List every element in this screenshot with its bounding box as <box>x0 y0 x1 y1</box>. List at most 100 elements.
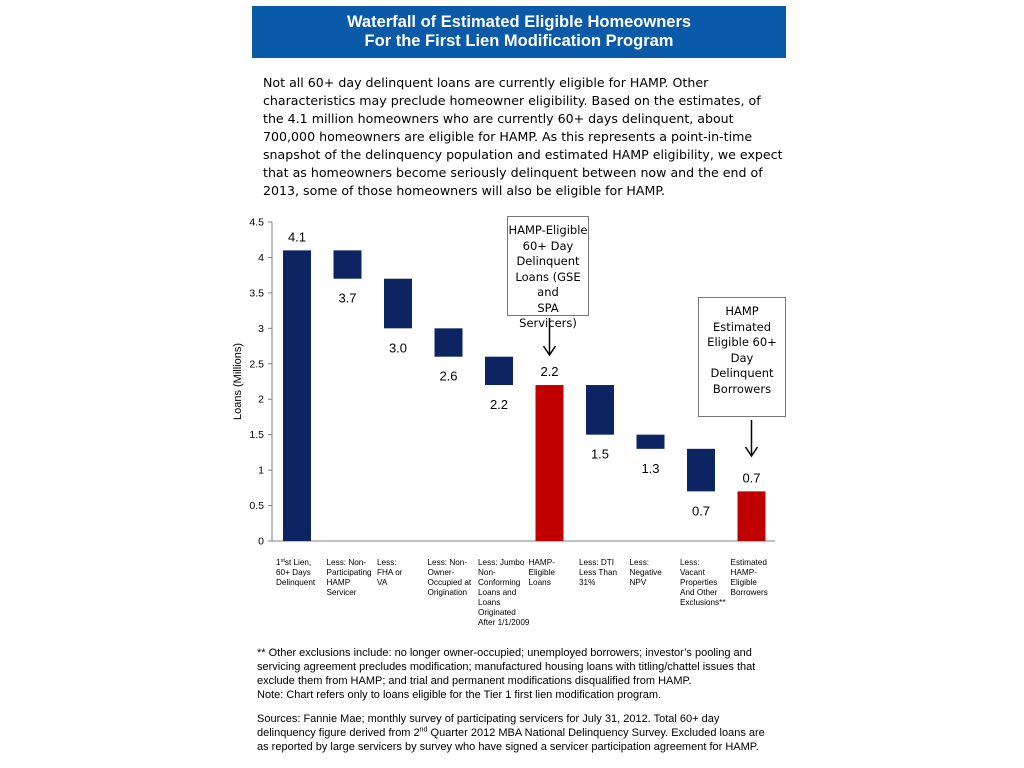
arrow-head <box>744 446 759 458</box>
category-label: Occupied at <box>428 578 472 587</box>
bar <box>535 385 564 541</box>
y-axis-title: Loans (Millions) <box>232 343 244 420</box>
callout-text: Estimated <box>712 319 772 334</box>
category-label: Less: Jumbo <box>478 558 525 567</box>
category-label: HAMP- <box>731 568 758 577</box>
y-tick-label: 4.5 <box>249 217 264 229</box>
category-label: 1stst Lien, <box>276 558 311 567</box>
category-label: Originated <box>478 608 516 617</box>
category-label: NPV <box>630 578 647 587</box>
y-tick-label: 0.5 <box>249 500 264 512</box>
category-label: Less: DTI <box>579 558 614 567</box>
data-label: 2.6 <box>439 369 457 384</box>
category-label: HAMP- <box>529 558 556 567</box>
data-label: 1.5 <box>591 447 609 462</box>
category-label: And Other <box>680 588 718 597</box>
sources-text: Quarter 2012 MBA National Delinquency Su… <box>427 727 765 739</box>
category-label: Servicer <box>327 588 357 597</box>
category-label: HAMP <box>327 578 351 587</box>
footnote: ** Other exclusions include: no longer o… <box>257 646 777 702</box>
category-label: Less: <box>630 558 650 567</box>
footnote-line: ** Other exclusions include: no longer o… <box>257 647 752 659</box>
category-label: Loans <box>478 598 500 607</box>
category-label: Eligible <box>731 578 758 587</box>
category-label: Delinquent <box>276 578 316 587</box>
category-label: Negative <box>630 568 663 577</box>
data-label: 4.1 <box>288 229 306 244</box>
bar <box>586 385 614 435</box>
category-label: Less: <box>377 558 397 567</box>
sources-text: delinquency figure derived from 2 <box>257 727 420 739</box>
category-label: Conforming <box>478 578 521 587</box>
bar <box>283 250 311 541</box>
y-tick-label: 2.5 <box>249 358 264 370</box>
bar <box>384 278 412 329</box>
data-label: 3.7 <box>338 291 356 306</box>
footnote-line: exclude them from HAMP; and trial and pe… <box>257 675 692 687</box>
category-label: Less: Non- <box>428 558 468 567</box>
y-tick-label: 3.5 <box>249 287 264 299</box>
callout-text: Delinquent <box>710 366 774 380</box>
data-label: 3.0 <box>389 340 407 355</box>
bar <box>434 328 463 357</box>
category-label: Loans <box>529 578 551 587</box>
callout-box: HAMP Estimated Eligible 60+ Day Delinquent Bo… <box>698 297 786 417</box>
bar <box>636 434 665 449</box>
callout-text: Day <box>730 350 754 365</box>
category-label: Vacant <box>680 568 706 577</box>
category-label: Participating <box>327 568 373 577</box>
footnote-note: Note: Chart refers only to loans eligibl… <box>257 689 662 701</box>
intro-paragraph: Not all 60+ day delinquent loans are cur… <box>263 75 783 198</box>
y-tick-label: 2 <box>258 394 264 406</box>
category-label: FHA or <box>377 568 403 577</box>
callout-arrows <box>542 318 759 458</box>
callout-box: HAMP-Eligible 60+ Day Delinquent Loans (GSE… <box>507 216 589 330</box>
callout-text: Delinquent <box>516 254 580 268</box>
category-label: Less Than <box>579 568 618 577</box>
category-label: Properties <box>680 578 717 587</box>
y-tick-label: 4 <box>258 252 264 264</box>
category-label: Origination <box>428 588 468 597</box>
data-labels: 4.1 3.7 3.0 2.6 2.2 2.2 1.5 1.3 0.7 0.7 <box>288 229 761 518</box>
callout-text: Eligible 60+ <box>707 335 777 349</box>
bar <box>737 491 766 541</box>
sources-line: as reported by large servicers by survey… <box>257 741 759 753</box>
footnote-line: servicing agreement precludes modificati… <box>257 661 756 673</box>
arrow-head <box>542 345 557 357</box>
data-label: 0.7 <box>692 503 710 518</box>
category-label: Loans and <box>478 588 517 597</box>
y-tick-label: 3 <box>258 323 264 335</box>
data-label: 2.2 <box>490 397 508 412</box>
category-label: Owner- <box>428 568 455 577</box>
bar <box>687 448 715 492</box>
category-label: VA <box>377 578 388 587</box>
sources-superscript: nd <box>419 726 428 734</box>
data-label: 0.7 <box>742 470 760 485</box>
title-line-2: For the First Lien Modification Program <box>364 32 674 50</box>
y-tick-label: 1.5 <box>249 429 264 441</box>
callout-text: HAMP <box>725 304 759 318</box>
category-label: Non- <box>478 568 496 577</box>
category-label: Borrowers <box>731 588 768 597</box>
category-label: Estimated <box>731 558 768 567</box>
y-tick-label: 1 <box>258 465 264 477</box>
data-label: 2.2 <box>540 364 558 379</box>
category-label: Less: Non- <box>327 558 367 567</box>
bar <box>333 250 362 279</box>
data-label: 1.3 <box>641 461 659 476</box>
category-label: Exclusions** <box>680 598 726 607</box>
callout-text: Borrowers <box>712 381 772 396</box>
title-line-1: Waterfall of Estimated Eligible Homeowne… <box>346 13 692 31</box>
callout-text: 60+ Day <box>522 238 574 253</box>
callout-text: SPA Servicers) <box>519 300 577 331</box>
title-banner: Waterfall of Estimated Eligible Homeowne… <box>252 6 786 58</box>
category-label: 60+ Days <box>276 568 311 577</box>
category-label: Less: <box>680 558 700 567</box>
y-tick-label: 0 <box>258 536 264 548</box>
waterfall-chart: 0 0.5 1 1.5 2 2.5 3 3.5 4 4.5 Loans (Millions) 4.1… <box>232 217 775 627</box>
bar <box>485 356 513 386</box>
category-label: 31% <box>579 578 595 587</box>
y-axis: 0 0.5 1 1.5 2 2.5 3 3.5 4 4.5 Loans (Millions) <box>232 217 775 548</box>
callout-text: HAMP-Eligible <box>508 223 588 237</box>
